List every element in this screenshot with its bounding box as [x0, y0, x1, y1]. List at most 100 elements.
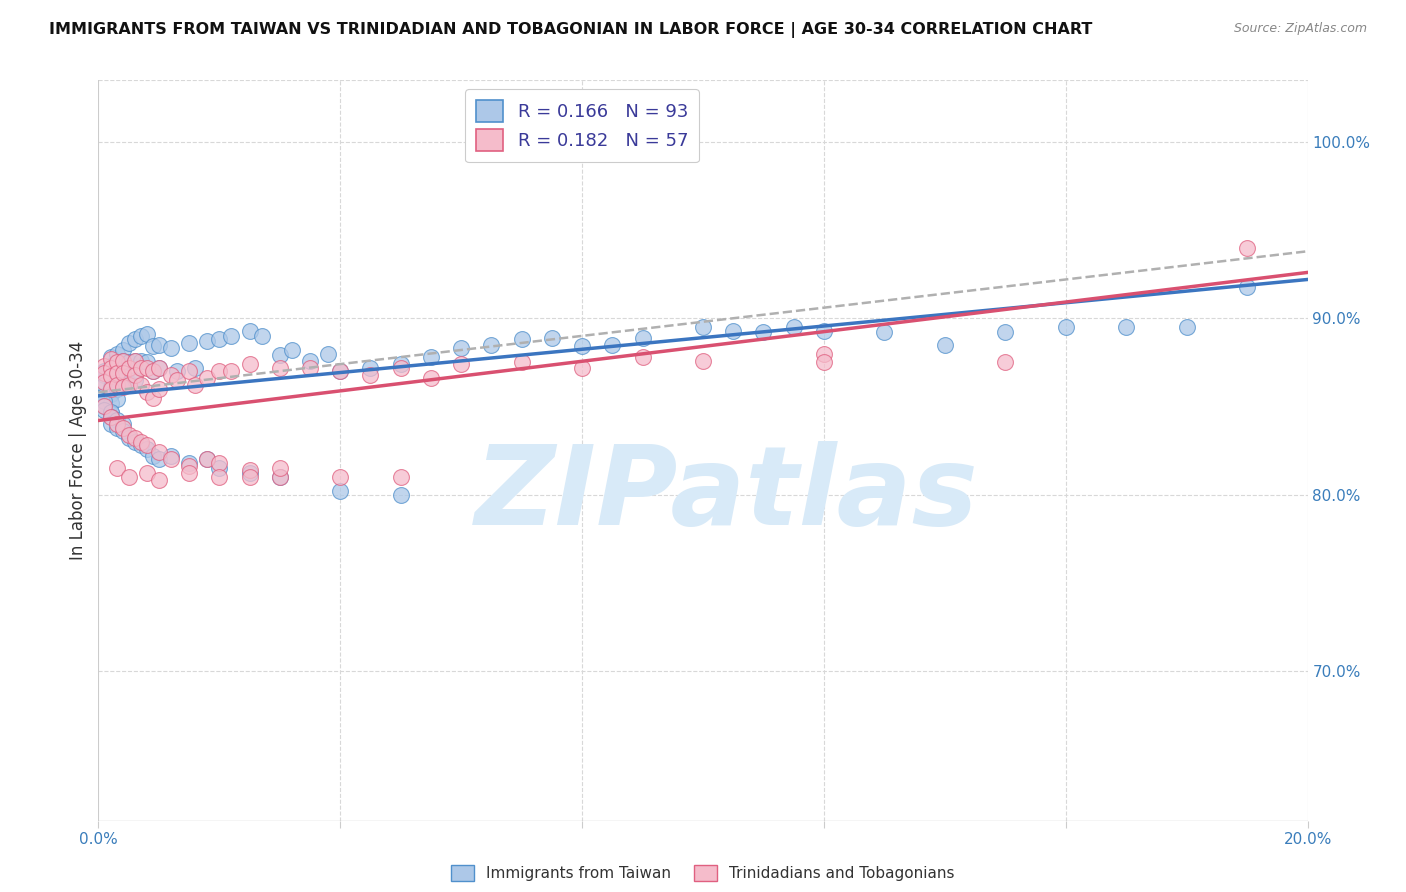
Point	[93, 368, 115, 382]
Point	[124, 353, 146, 368]
Point	[269, 461, 291, 475]
Point	[813, 324, 835, 338]
Point	[111, 368, 134, 382]
Point	[100, 396, 122, 410]
Point	[142, 339, 165, 353]
Point	[105, 371, 128, 385]
Point	[184, 360, 207, 375]
Point	[148, 452, 170, 467]
Point	[692, 353, 714, 368]
Point	[129, 329, 152, 343]
Point	[100, 360, 122, 375]
Point	[329, 483, 352, 498]
Point	[450, 341, 472, 355]
Point	[105, 382, 128, 396]
Point	[118, 470, 141, 484]
Point	[100, 409, 122, 424]
Point	[111, 353, 134, 368]
Point	[269, 360, 291, 375]
Point	[129, 353, 152, 368]
Point	[100, 387, 122, 401]
Point	[93, 389, 115, 403]
Point	[195, 334, 218, 348]
Point	[148, 445, 170, 459]
Point	[329, 470, 352, 484]
Point	[124, 431, 146, 445]
Point	[510, 332, 533, 346]
Point	[111, 353, 134, 368]
Point	[93, 375, 115, 389]
Point	[269, 470, 291, 484]
Point	[1236, 279, 1258, 293]
Point	[105, 417, 128, 431]
Point	[450, 357, 472, 371]
Point	[135, 442, 157, 456]
Point	[360, 360, 382, 375]
Point	[299, 353, 322, 368]
Point	[100, 359, 122, 373]
Point	[129, 360, 152, 375]
Point	[360, 368, 382, 382]
Point	[239, 324, 262, 338]
Point	[129, 434, 152, 449]
Point	[179, 459, 201, 474]
Point	[105, 346, 128, 360]
Point	[105, 461, 128, 475]
Point	[135, 327, 157, 342]
Point	[142, 364, 165, 378]
Point	[934, 337, 956, 351]
Point	[281, 343, 304, 357]
Point	[195, 452, 218, 467]
Point	[540, 331, 562, 345]
Point	[118, 378, 141, 392]
Point	[124, 373, 146, 387]
Point	[105, 420, 128, 434]
Point	[148, 382, 170, 396]
Point	[118, 360, 141, 375]
Point	[166, 364, 188, 378]
Point	[316, 346, 339, 360]
Point	[93, 359, 115, 373]
Point	[166, 373, 188, 387]
Point	[420, 371, 443, 385]
Point	[179, 456, 201, 470]
Point	[124, 332, 146, 346]
Point	[100, 368, 122, 382]
Point	[1115, 320, 1137, 334]
Point	[148, 360, 170, 375]
Point	[813, 346, 835, 360]
Point	[100, 417, 122, 431]
Point	[994, 355, 1017, 369]
Point	[994, 326, 1017, 340]
Point	[389, 487, 412, 501]
Point	[208, 332, 231, 346]
Point	[250, 329, 273, 343]
Text: Source: ZipAtlas.com: Source: ZipAtlas.com	[1233, 22, 1367, 36]
Point	[208, 456, 231, 470]
Point	[420, 350, 443, 364]
Point	[195, 371, 218, 385]
Point	[93, 394, 115, 409]
Point	[100, 351, 122, 366]
Point	[118, 335, 141, 350]
Point	[93, 400, 115, 414]
Point	[208, 470, 231, 484]
Point	[124, 434, 146, 449]
Point	[631, 331, 654, 345]
Point	[105, 355, 128, 369]
Point	[100, 409, 122, 424]
Point	[93, 403, 115, 417]
Point	[135, 467, 157, 481]
Legend: Immigrants from Taiwan, Trinidadians and Tobagonians: Immigrants from Taiwan, Trinidadians and…	[446, 859, 960, 887]
Point	[195, 452, 218, 467]
Point	[813, 355, 835, 369]
Point	[783, 320, 806, 334]
Point	[269, 348, 291, 362]
Point	[118, 431, 141, 445]
Point	[111, 420, 134, 434]
Point	[179, 467, 201, 481]
Point	[111, 380, 134, 394]
Point	[148, 337, 170, 351]
Point	[329, 364, 352, 378]
Point	[111, 417, 134, 431]
